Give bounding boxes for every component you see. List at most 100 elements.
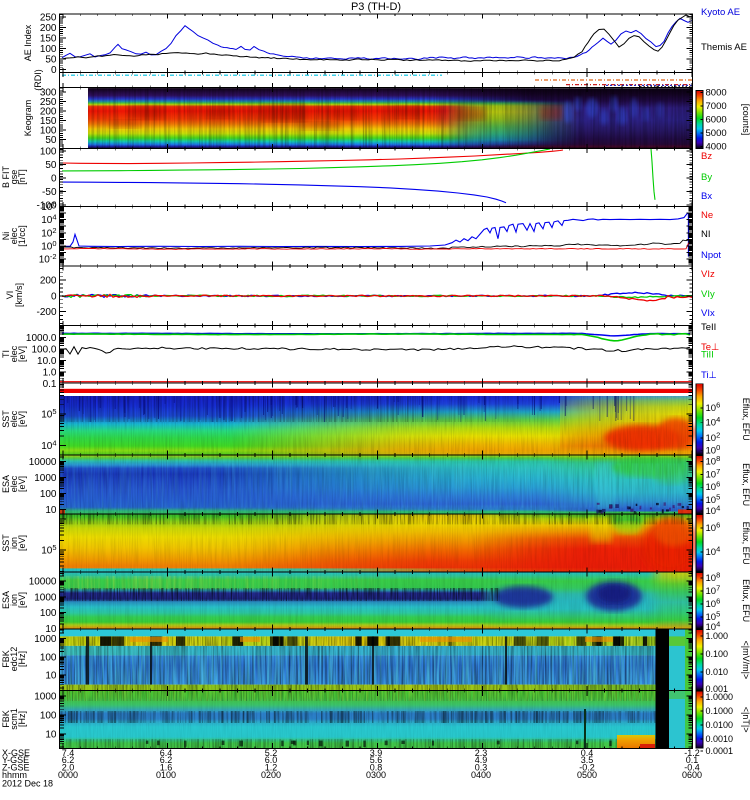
svg-text:hhmm: hhmm <box>2 770 27 780</box>
svg-text:2.3: 2.3 <box>475 748 488 758</box>
svg-text:250: 250 <box>40 12 57 23</box>
svg-text:1.0: 1.0 <box>43 368 57 379</box>
svg-text:-100: -100 <box>36 201 56 212</box>
svg-text:200: 200 <box>40 106 57 117</box>
svg-text:0.3: 0.3 <box>475 762 488 772</box>
svg-text:Bz: Bz <box>701 151 712 162</box>
svg-text:3.9: 3.9 <box>370 748 383 758</box>
svg-text:TI: TI <box>1 350 11 358</box>
svg-text:250: 250 <box>40 97 57 108</box>
svg-text:100.0: 100.0 <box>31 344 56 355</box>
svg-text:1000.0: 1000.0 <box>26 333 57 344</box>
svg-text:Kyoto AE: Kyoto AE <box>701 7 740 18</box>
svg-text:0500: 0500 <box>577 770 597 780</box>
svg-text:elec: elec <box>9 475 19 492</box>
svg-text:0400: 0400 <box>471 770 491 780</box>
svg-text:7.4: 7.4 <box>62 748 75 758</box>
svg-text:[km/s]: [km/s] <box>14 283 24 307</box>
svg-text:-0.4: -0.4 <box>684 762 700 772</box>
svg-text:100: 100 <box>40 710 57 721</box>
svg-text:0.1000: 0.1000 <box>706 706 734 716</box>
svg-text:0.0100: 0.0100 <box>706 720 734 730</box>
svg-text:[eV]: [eV] <box>17 346 27 362</box>
svg-text:6.2: 6.2 <box>62 755 75 765</box>
svg-text:-0.2: -0.2 <box>579 762 595 772</box>
svg-text:0300: 0300 <box>366 770 386 780</box>
svg-text:0.0001: 0.0001 <box>706 746 734 756</box>
svg-text:1000: 1000 <box>34 634 57 645</box>
svg-text:scm1: scm1 <box>9 708 19 730</box>
svg-text:[1/cc]: [1/cc] <box>17 225 27 247</box>
svg-text:B FIT: B FIT <box>1 165 11 188</box>
svg-text:150: 150 <box>40 116 57 127</box>
svg-text:1.6: 1.6 <box>160 762 173 772</box>
svg-text:TeII: TeII <box>701 322 716 333</box>
svg-text:0: 0 <box>51 291 57 302</box>
svg-text:NI: NI <box>701 229 711 240</box>
svg-text:5.6: 5.6 <box>370 755 383 765</box>
svg-text:4000: 4000 <box>706 141 727 152</box>
svg-text:Eflux, EFU: Eflux, EFU <box>741 522 750 565</box>
svg-text:By: By <box>701 172 712 183</box>
svg-text:10: 10 <box>45 671 57 682</box>
svg-text:2.0: 2.0 <box>62 762 75 772</box>
svg-text:100: 100 <box>40 125 57 136</box>
svg-text:100: 100 <box>40 146 57 157</box>
svg-text:0.0010: 0.0010 <box>706 734 734 744</box>
svg-text:5000: 5000 <box>706 128 727 139</box>
svg-text:50: 50 <box>45 135 57 146</box>
svg-text:VIz: VIz <box>701 269 715 280</box>
svg-text:6.4: 6.4 <box>160 748 173 758</box>
svg-text:1.000: 1.000 <box>706 631 729 641</box>
svg-text:0.4: 0.4 <box>581 748 594 758</box>
svg-text:elec: elec <box>9 227 19 244</box>
svg-text:Ni: Ni <box>1 232 11 241</box>
svg-text:ion: ion <box>9 594 19 606</box>
svg-text:0200: 0200 <box>261 770 281 780</box>
svg-text:SST: SST <box>1 410 11 428</box>
svg-text:0.001: 0.001 <box>706 684 729 694</box>
svg-text:0: 0 <box>51 65 57 76</box>
svg-text:Ne: Ne <box>701 210 713 221</box>
svg-text:TiII: TiII <box>701 350 714 361</box>
svg-text:Te⊥: Te⊥ <box>701 342 719 353</box>
svg-text:6.2: 6.2 <box>160 755 173 765</box>
svg-text:0.8: 0.8 <box>370 762 383 772</box>
svg-text:2012 Dec 18: 2012 Dec 18 <box>2 779 53 789</box>
svg-text:4.9: 4.9 <box>475 755 488 765</box>
svg-text:6.0: 6.0 <box>265 755 278 765</box>
svg-text:100: 100 <box>40 44 57 55</box>
svg-text:SST: SST <box>1 534 11 552</box>
svg-text:-1.2: -1.2 <box>684 748 700 758</box>
svg-text:Keogram: Keogram <box>23 100 33 137</box>
svg-text:Npot: Npot <box>701 250 721 261</box>
svg-text:200: 200 <box>40 276 57 287</box>
svg-text:Eflux, EFU: Eflux, EFU <box>741 463 750 506</box>
svg-text:100: 100 <box>40 608 57 619</box>
svg-text:0.1: 0.1 <box>686 755 699 765</box>
svg-text:<|mV/m|>: <|mV/m|> <box>741 641 750 680</box>
svg-text:8000: 8000 <box>706 88 727 99</box>
svg-text:Bx: Bx <box>701 191 712 202</box>
svg-text:-50: -50 <box>42 187 57 198</box>
svg-text:0: 0 <box>51 174 57 185</box>
svg-text:ion: ion <box>9 537 19 549</box>
svg-text:10.0: 10.0 <box>37 356 57 367</box>
svg-text:[eV]: [eV] <box>17 592 27 608</box>
svg-text:FBK: FBK <box>1 650 11 668</box>
svg-text:7000: 7000 <box>706 101 727 112</box>
svg-text:ESA: ESA <box>1 475 11 493</box>
svg-text:200: 200 <box>40 23 57 34</box>
svg-text:100: 100 <box>40 652 57 663</box>
svg-text:0.100: 0.100 <box>706 649 729 659</box>
svg-text:ESA: ESA <box>1 591 11 609</box>
svg-text:-200: -200 <box>36 307 56 318</box>
svg-text:AE Index: AE Index <box>23 24 33 61</box>
svg-text:50: 50 <box>45 54 57 65</box>
svg-text:0.010: 0.010 <box>706 667 729 677</box>
svg-text:[counts]: [counts] <box>741 104 750 136</box>
svg-text:Y-GSE: Y-GSE <box>2 755 29 765</box>
svg-text:Eflux, EFU: Eflux, EFU <box>741 579 750 622</box>
svg-text:VIx: VIx <box>701 308 715 319</box>
svg-text:6000: 6000 <box>706 115 727 126</box>
